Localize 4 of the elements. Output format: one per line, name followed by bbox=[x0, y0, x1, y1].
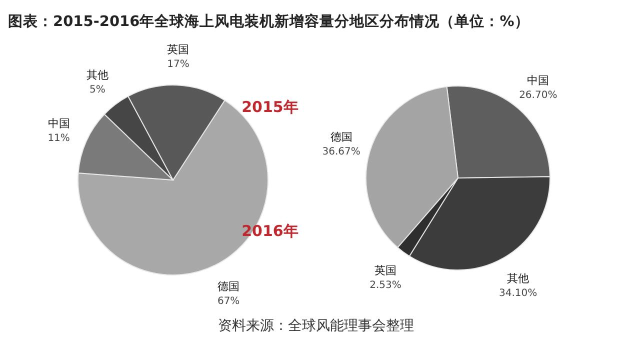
text: 2015年 bbox=[242, 98, 298, 116]
text: 图表：2015-2016年全球海上风电装机新增容量分地区分布情况（单位：%） bbox=[8, 12, 530, 30]
text: 2016年 bbox=[242, 222, 298, 240]
text: 资料来源：全球风能理事会整理 bbox=[218, 318, 414, 334]
